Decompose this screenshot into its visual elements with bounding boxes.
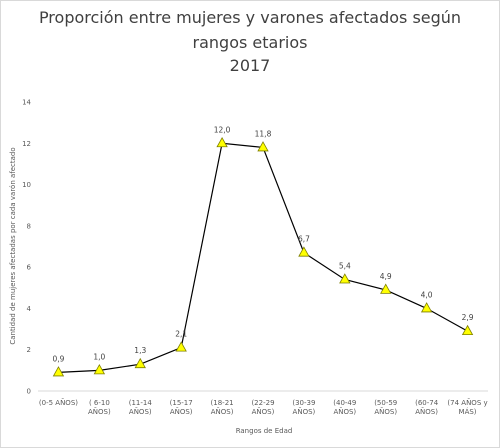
- data-point-marker: [216, 136, 228, 148]
- data-label: 2,1: [175, 330, 187, 339]
- x-tick-label-line: AÑOS): [333, 407, 356, 416]
- data-label: 2,9: [462, 313, 474, 322]
- x-axis-title: Rangos de Edad: [236, 427, 293, 435]
- chart-title-line: rangos etarios: [193, 33, 308, 52]
- data-label: 0,9: [52, 354, 64, 363]
- x-tick-label-line: ( 6-10: [89, 399, 110, 407]
- x-tick-label: (15-17 AÑOS): [170, 399, 193, 416]
- data-label: 4,0: [421, 290, 433, 299]
- x-tick-label-line: (40-49: [333, 399, 356, 407]
- y-tick-label: 0: [27, 388, 31, 396]
- x-tick-label-line: AÑOS): [374, 407, 397, 416]
- y-tick-label: 10: [22, 181, 31, 189]
- data-point-marker: [175, 341, 187, 352]
- x-tick-label-line: (60-74: [415, 399, 439, 407]
- series-line: [58, 142, 468, 373]
- x-tick-label-line: (74 AÑOS y: [447, 398, 487, 407]
- x-tick-label: (30-39 AÑOS): [292, 399, 315, 416]
- data-point-marker: [420, 302, 433, 313]
- data-label: 6,7: [298, 235, 310, 244]
- y-tick-label: 6: [27, 264, 32, 272]
- x-tick-label: (18-21 AÑOS): [211, 399, 234, 416]
- x-tick-label: (74 AÑOS y MÁS): [447, 398, 487, 416]
- data-label: 1,3: [134, 346, 146, 355]
- y-axis-title: Cantidad de mujeres afectadas por cada v…: [9, 147, 17, 344]
- data-point-marker: [257, 141, 269, 152]
- data-point-marker: [380, 283, 392, 294]
- x-tick-label-line: AÑOS): [88, 407, 111, 416]
- x-tick-label-line: (11-14: [129, 399, 153, 407]
- y-tick-label: 2: [27, 346, 31, 354]
- y-tick-label: 14: [22, 99, 31, 107]
- x-tick-label: (60-74 AÑOS): [415, 399, 439, 416]
- x-tick-label-line: AÑOS): [415, 407, 438, 416]
- data-label: 12,0: [214, 125, 231, 134]
- y-tick-label: 12: [22, 140, 31, 148]
- x-tick-label-line: AÑOS): [129, 407, 152, 416]
- data-label: 11,8: [255, 129, 272, 138]
- x-tick-label: (22-29 AÑOS): [251, 399, 274, 416]
- x-axis-ticks: (0-5 AÑOS)( 6-10 AÑOS)(11-14 AÑOS)(15-17 AÑ…: [39, 398, 488, 416]
- x-tick-label-line: (22-29: [251, 399, 274, 407]
- x-tick-label-line: AÑOS): [252, 407, 275, 416]
- x-tick-label-line: (50-59: [374, 399, 397, 407]
- data-point-marker: [461, 324, 474, 336]
- chart-title-line: Proporción entre mujeres y varones afect…: [39, 8, 461, 27]
- data-label: 1,0: [93, 352, 105, 361]
- data-point-marker: [298, 246, 310, 257]
- x-tick-label-line: AÑOS): [293, 407, 316, 416]
- y-axis-ticks: 0 2 4 6 8 10 12 14: [22, 99, 31, 396]
- x-tick-label: ( 6-10 AÑOS): [88, 399, 111, 416]
- x-tick-label-line: (15-17: [170, 399, 193, 407]
- data-label: 4,9: [380, 272, 392, 281]
- x-tick-label: (40-49 AÑOS): [333, 399, 356, 416]
- data-label: 5,4: [339, 262, 351, 271]
- x-tick-label-line: AÑOS): [170, 407, 193, 416]
- x-tick-label-line: (0-5 AÑOS): [39, 398, 78, 407]
- x-tick-label: (11-14 AÑOS): [129, 399, 153, 416]
- data-point-marker: [93, 364, 106, 375]
- chart-title: Proporción entre mujeres y varones afect…: [39, 8, 461, 75]
- x-tick-label-line: AÑOS): [211, 407, 234, 416]
- data-markers: [52, 136, 474, 377]
- chart-title-line: 2017: [230, 56, 271, 75]
- data-point-marker: [52, 366, 65, 377]
- x-tick-label-line: MÁS): [459, 407, 477, 416]
- data-point-marker: [339, 273, 351, 284]
- data-point-marker: [134, 357, 146, 369]
- x-tick-label: (50-59 AÑOS): [374, 399, 397, 416]
- y-tick-label: 4: [27, 305, 32, 313]
- data-labels: 0,9 1,0 1,3 2,1 12,0 11,8 6,7 5,4 4,9 4,0 2,9: [52, 125, 473, 363]
- x-tick-label: (0-5 AÑOS): [39, 398, 78, 407]
- x-tick-label-line: (18-21: [211, 399, 234, 407]
- y-tick-label: 8: [27, 222, 31, 230]
- x-tick-label-line: (30-39: [292, 399, 315, 407]
